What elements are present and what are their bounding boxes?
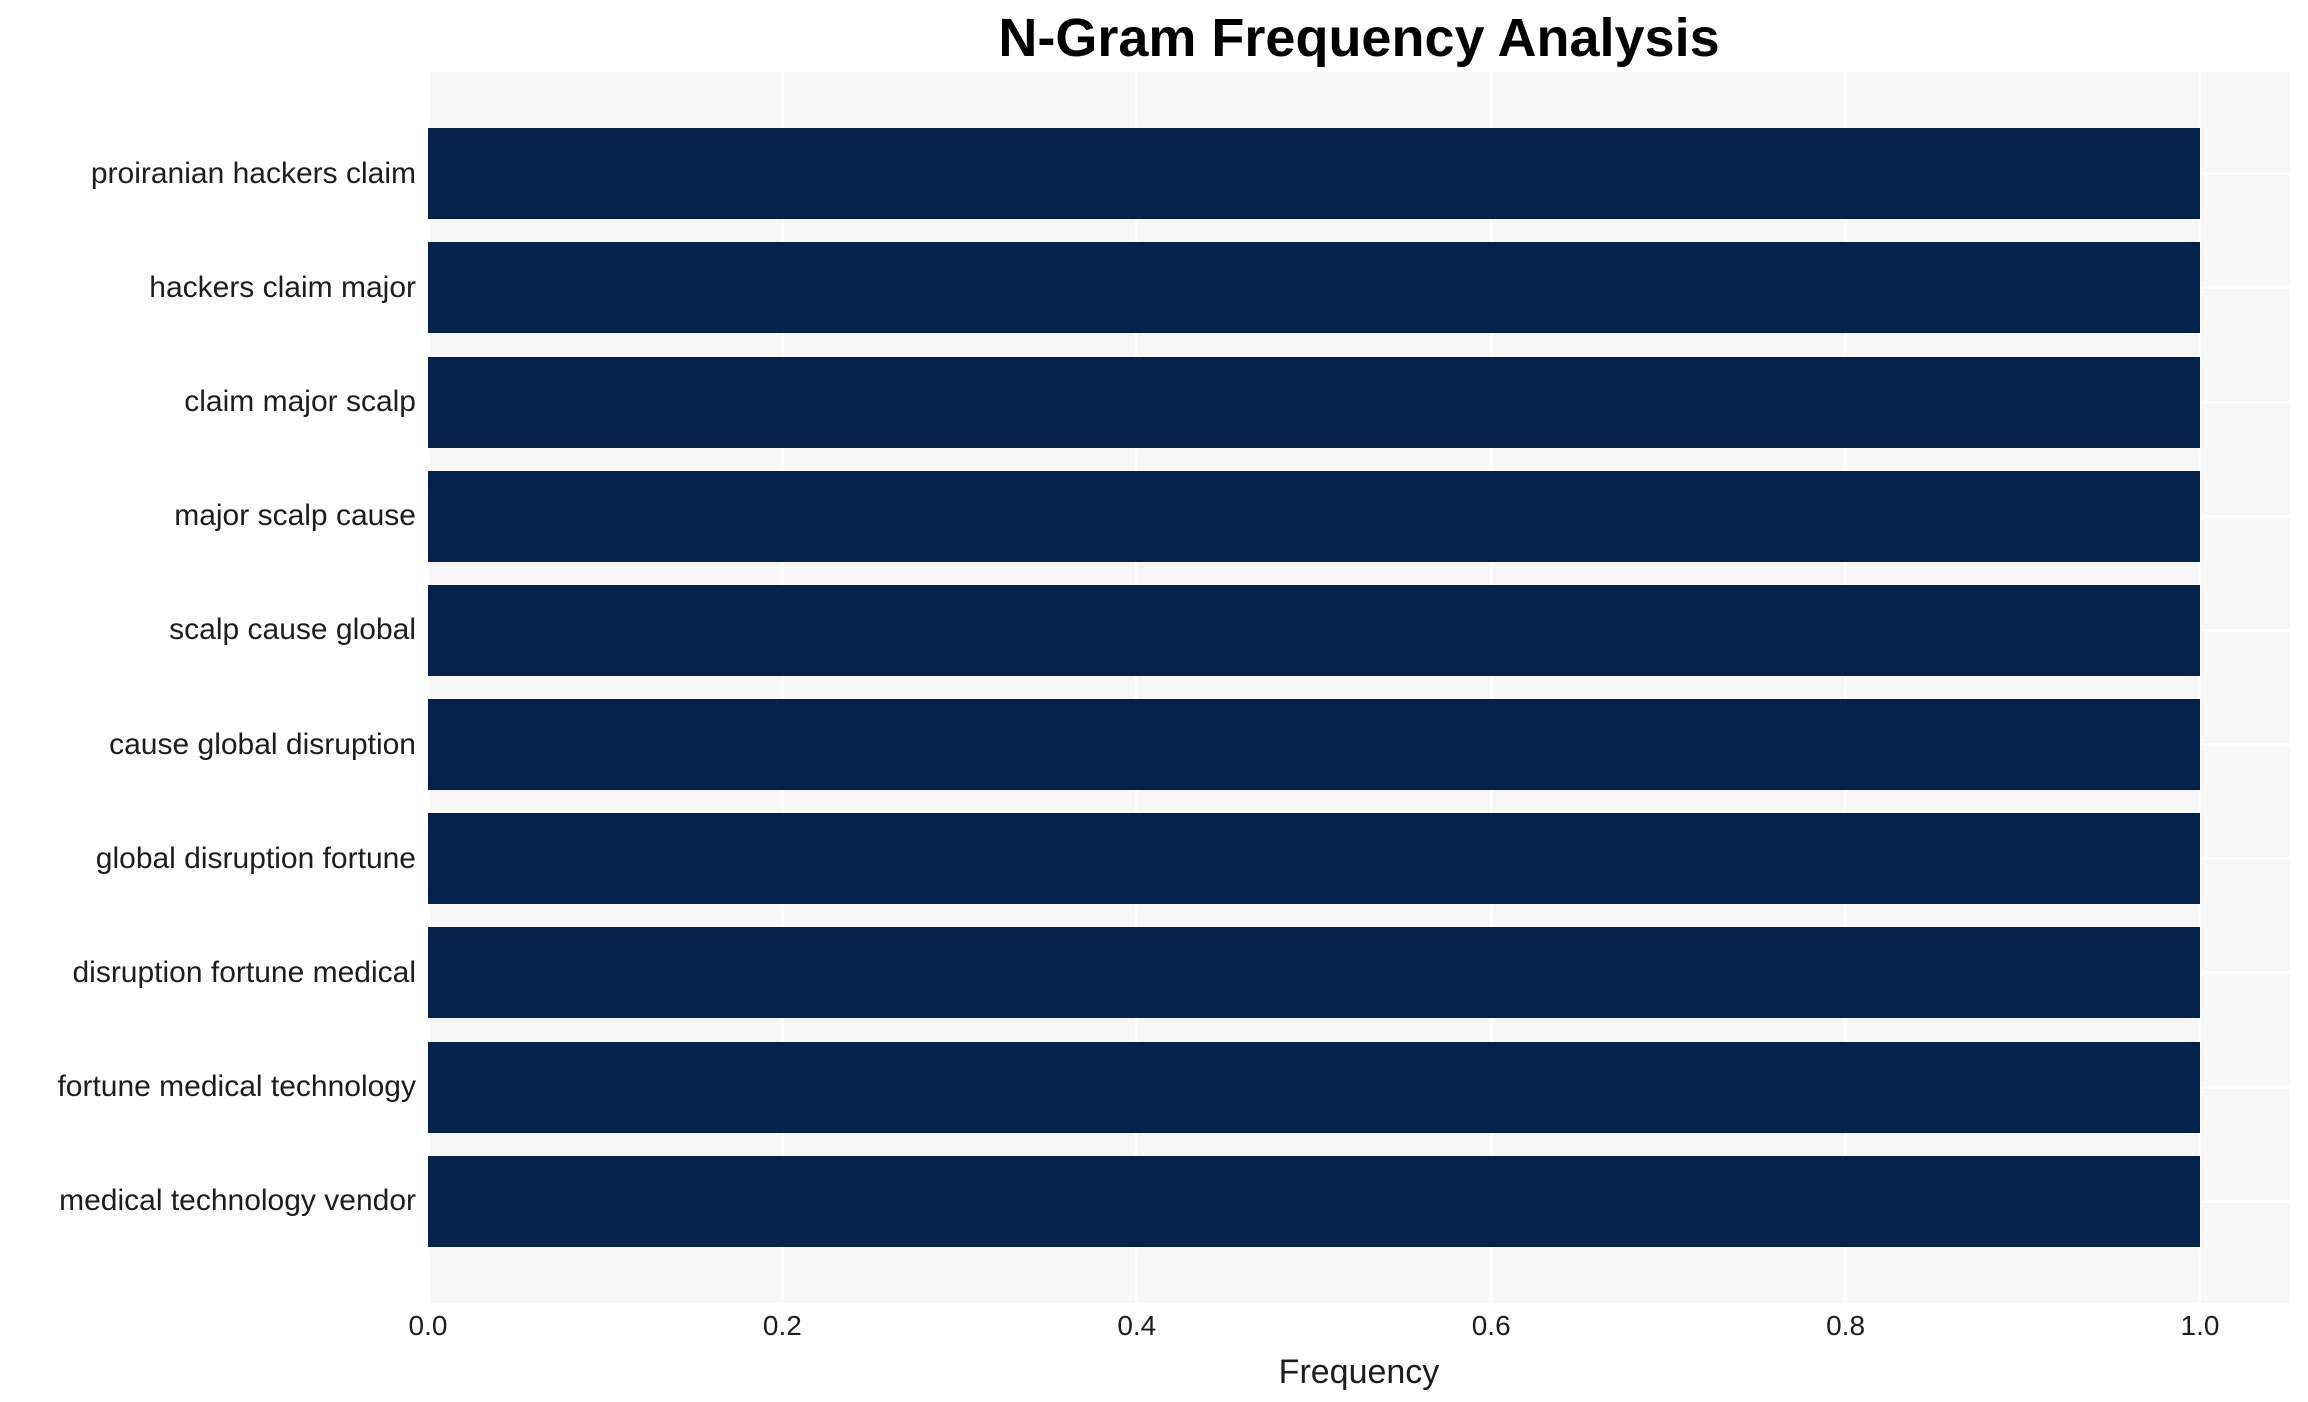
y-axis-label: claim major scalp: [184, 385, 416, 419]
y-axis-label: fortune medical technology: [57, 1070, 416, 1104]
x-tick-label: 0.6: [1471, 1310, 1511, 1341]
bar-claim-major-scalp: [428, 356, 2200, 448]
y-axis: proiranian hackers claim hackers claim ma…: [0, 72, 416, 1303]
bar-scalp-cause-global: [428, 584, 2200, 676]
bar-hackers-claim-major: [428, 242, 2200, 334]
y-axis-label: scalp cause global: [169, 613, 416, 647]
y-axis-label: disruption fortune medical: [72, 955, 416, 989]
bar-row: [428, 687, 2290, 801]
y-axis-label: global disruption fortune: [95, 841, 416, 875]
bar-cause-global-disruption: [428, 699, 2200, 791]
bar-row: [428, 573, 2290, 687]
plot-area: [428, 72, 2290, 1303]
bar-global-disruption-fortune: [428, 813, 2200, 905]
x-axis-title: Frequency: [1278, 1353, 1440, 1391]
x-tick-label: 0.8: [1826, 1310, 1866, 1341]
bar-disruption-fortune-medical: [428, 927, 2200, 1019]
x-gridline: [780, 72, 784, 1303]
bar-row: [428, 117, 2290, 231]
bar-row: [428, 916, 2290, 1030]
bar-row: [428, 345, 2290, 459]
bar-proiranian-hackers-claim: [428, 128, 2200, 220]
bar-row: [428, 231, 2290, 345]
x-tick-label: 1.0: [2180, 1310, 2220, 1341]
x-tick-label: 0.4: [1117, 1310, 1157, 1341]
x-gridline: [428, 72, 430, 1303]
x-gridline: [2198, 72, 2202, 1303]
bar-row: [428, 459, 2290, 573]
y-axis-label: hackers claim major: [149, 270, 416, 304]
chart-title: N-Gram Frequency Analysis: [998, 8, 1720, 68]
y-axis-label: proiranian hackers claim: [90, 156, 416, 190]
x-gridline: [1844, 72, 1848, 1303]
y-axis-label: cause global disruption: [109, 727, 416, 761]
x-axis: 0.0 0.2 0.4 0.6 0.8 1.0: [409, 1310, 2290, 1344]
bar-rows: [428, 72, 2290, 1303]
bar-row: [428, 1144, 2290, 1258]
x-tick-label: 0.2: [762, 1310, 802, 1341]
x-gridline: [1489, 72, 1493, 1303]
bar-row: [428, 802, 2290, 916]
x-tick-label: 0.0: [408, 1310, 448, 1341]
y-axis-label: medical technology vendor: [59, 1184, 416, 1218]
bar-row: [428, 1030, 2290, 1144]
bar-major-scalp-cause: [428, 470, 2200, 562]
bar-fortune-medical-technology: [428, 1041, 2200, 1133]
y-axis-label: major scalp cause: [174, 499, 416, 533]
x-gridline: [1135, 72, 1139, 1303]
bar-medical-technology-vendor: [428, 1155, 2200, 1247]
